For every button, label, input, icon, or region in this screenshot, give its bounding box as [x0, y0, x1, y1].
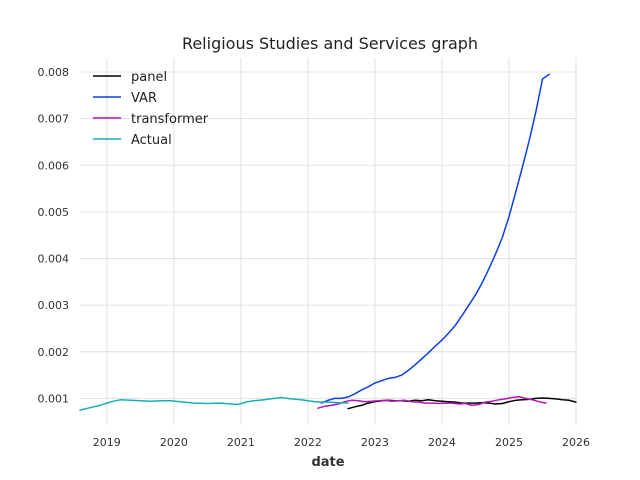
- y-tick-label: 0.008: [38, 66, 70, 79]
- x-tick-label: 2026: [562, 436, 590, 449]
- x-tick-label: 2020: [160, 436, 188, 449]
- y-tick-label: 0.006: [38, 159, 70, 172]
- y-tick-label: 0.007: [38, 113, 70, 126]
- y-tick-labels: 0.001 0.002 0.003 0.004 0.005 0.006 0.007 0.008: [38, 66, 70, 405]
- y-tick-label: 0.005: [38, 206, 70, 219]
- y-tick-label: 0.003: [38, 299, 70, 312]
- grid-lines: [80, 58, 577, 425]
- x-tick-label: 2023: [361, 436, 389, 449]
- x-tick-labels: 2019 2020 2021 2022 2023 2024 2025 2026: [93, 436, 590, 449]
- legend: panel VAR transformer Actual: [93, 70, 209, 148]
- y-tick-label: 0.001: [38, 392, 70, 405]
- y-tick-label: 0.004: [38, 253, 70, 266]
- x-tick-label: 2021: [227, 436, 255, 449]
- series-line-var: [320, 73, 550, 404]
- x-tick-label: 2024: [428, 436, 456, 449]
- x-tick-label: 2022: [294, 436, 322, 449]
- x-tick-label: 2019: [93, 436, 121, 449]
- series-lines: [79, 73, 577, 411]
- legend-label: VAR: [131, 91, 157, 106]
- legend-label: transformer: [131, 112, 209, 127]
- legend-label: panel: [131, 70, 167, 85]
- x-axis-label: date: [311, 455, 344, 470]
- x-tick-label: 2025: [495, 436, 523, 449]
- series-line-transformer: [317, 395, 547, 409]
- chart-title: Religious Studies and Services graph: [182, 34, 478, 53]
- series-line-actual: [79, 396, 349, 411]
- legend-label: Actual: [131, 133, 172, 148]
- y-tick-label: 0.002: [38, 346, 70, 359]
